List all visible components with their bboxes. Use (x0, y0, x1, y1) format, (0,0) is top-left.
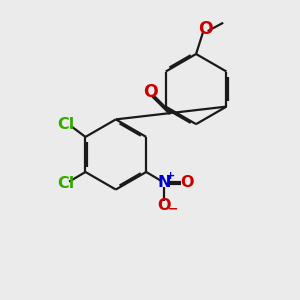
Text: Cl: Cl (58, 176, 75, 190)
Text: O: O (180, 175, 194, 190)
Text: −: − (167, 202, 178, 215)
Text: O: O (158, 198, 171, 213)
Text: O: O (143, 83, 158, 101)
Text: N: N (158, 175, 171, 190)
Text: +: + (166, 171, 176, 181)
Text: Cl: Cl (58, 117, 75, 132)
Text: O: O (199, 20, 213, 38)
